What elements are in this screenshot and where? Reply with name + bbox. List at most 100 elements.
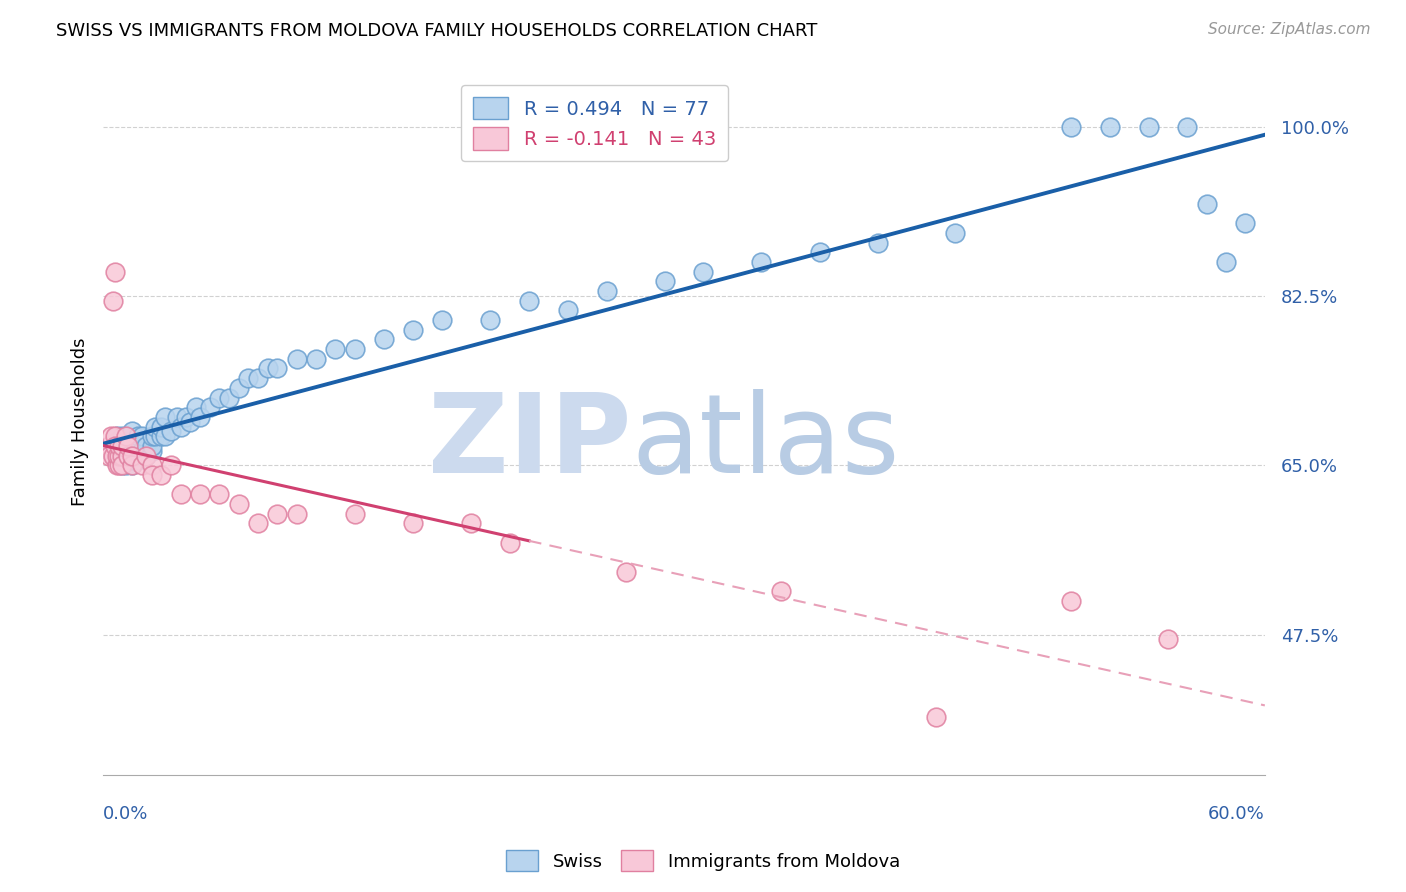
Text: Source: ZipAtlas.com: Source: ZipAtlas.com — [1208, 22, 1371, 37]
Point — [1157, 632, 1180, 647]
Point — [121, 434, 143, 448]
Point — [866, 235, 889, 250]
Point — [247, 516, 270, 531]
Point — [595, 284, 617, 298]
Point — [111, 429, 134, 443]
Point — [153, 429, 176, 443]
Point — [135, 449, 157, 463]
Point — [499, 535, 522, 549]
Point — [97, 439, 120, 453]
Point — [769, 584, 792, 599]
Point — [141, 429, 163, 443]
Point — [198, 401, 221, 415]
Legend: R = 0.494   N = 77, R = -0.141   N = 43: R = 0.494 N = 77, R = -0.141 N = 43 — [461, 86, 727, 161]
Point — [169, 419, 191, 434]
Point — [614, 565, 637, 579]
Point — [145, 419, 167, 434]
Point — [160, 425, 183, 439]
Point — [150, 429, 173, 443]
Point — [105, 434, 128, 448]
Point — [1177, 120, 1199, 134]
Point — [105, 449, 128, 463]
Point — [1060, 120, 1083, 134]
Point — [127, 453, 149, 467]
Text: SWISS VS IMMIGRANTS FROM MOLDOVA FAMILY HOUSEHOLDS CORRELATION CHART: SWISS VS IMMIGRANTS FROM MOLDOVA FAMILY … — [56, 22, 818, 40]
Point — [153, 409, 176, 424]
Point — [107, 439, 129, 453]
Point — [402, 323, 425, 337]
Point — [692, 265, 714, 279]
Point — [169, 487, 191, 501]
Point — [121, 458, 143, 473]
Point — [1060, 593, 1083, 607]
Point — [117, 449, 139, 463]
Point — [208, 391, 231, 405]
Point — [107, 449, 129, 463]
Point — [228, 381, 250, 395]
Point — [557, 303, 579, 318]
Point — [343, 342, 366, 356]
Point — [188, 487, 211, 501]
Point — [808, 245, 831, 260]
Y-axis label: Family Households: Family Households — [72, 337, 89, 506]
Point — [115, 449, 138, 463]
Point — [266, 361, 288, 376]
Point — [141, 443, 163, 458]
Point — [121, 453, 143, 467]
Point — [285, 351, 308, 366]
Point — [160, 458, 183, 473]
Point — [208, 487, 231, 501]
Text: ZIP: ZIP — [429, 390, 631, 497]
Point — [100, 429, 122, 443]
Point — [101, 439, 124, 453]
Point — [751, 255, 773, 269]
Point — [1215, 255, 1237, 269]
Point — [517, 293, 540, 308]
Point — [373, 333, 395, 347]
Point — [121, 425, 143, 439]
Point — [135, 439, 157, 453]
Point — [145, 429, 167, 443]
Point — [97, 449, 120, 463]
Point — [121, 458, 143, 473]
Point — [141, 458, 163, 473]
Point — [117, 434, 139, 448]
Point — [1098, 120, 1121, 134]
Point — [135, 449, 157, 463]
Point — [179, 415, 201, 429]
Point — [131, 449, 153, 463]
Point — [430, 313, 453, 327]
Point — [107, 443, 129, 458]
Point — [115, 439, 138, 453]
Point — [131, 458, 153, 473]
Text: 60.0%: 60.0% — [1208, 805, 1265, 823]
Point — [127, 439, 149, 453]
Point — [188, 409, 211, 424]
Point — [101, 449, 124, 463]
Point — [105, 458, 128, 473]
Point — [166, 409, 188, 424]
Point — [460, 516, 482, 531]
Point — [479, 313, 502, 327]
Point — [107, 458, 129, 473]
Point — [131, 429, 153, 443]
Point — [343, 507, 366, 521]
Point — [115, 429, 138, 443]
Point — [247, 371, 270, 385]
Point — [402, 516, 425, 531]
Point — [111, 439, 134, 453]
Point — [115, 458, 138, 473]
Point — [111, 439, 134, 453]
Point — [104, 439, 127, 453]
Point — [325, 342, 347, 356]
Point — [305, 351, 328, 366]
Point — [111, 458, 134, 473]
Point — [238, 371, 260, 385]
Point — [256, 361, 278, 376]
Point — [141, 467, 163, 482]
Point — [111, 458, 134, 473]
Point — [943, 226, 966, 240]
Point — [104, 265, 127, 279]
Legend: Swiss, Immigrants from Moldova: Swiss, Immigrants from Moldova — [499, 843, 907, 879]
Point — [131, 443, 153, 458]
